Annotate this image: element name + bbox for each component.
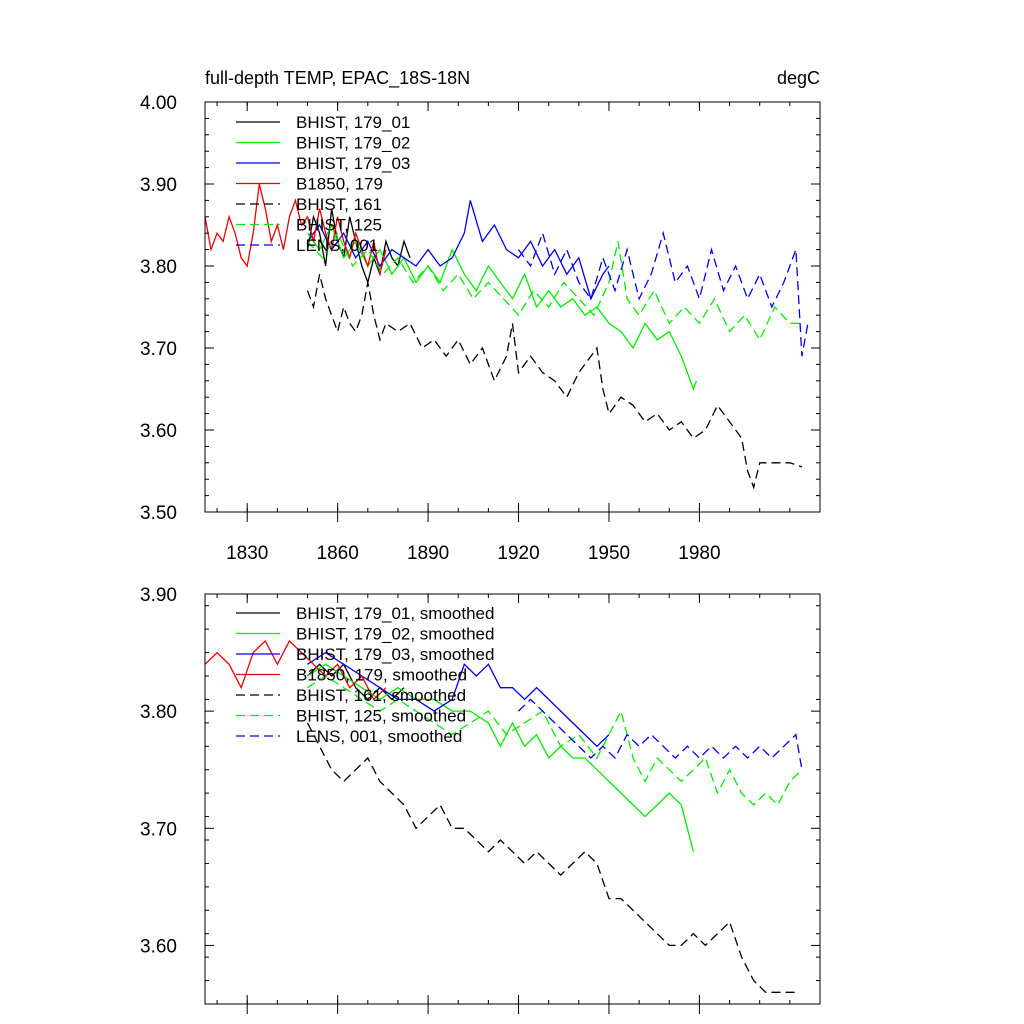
- legend-label: BHIST, 161, smoothed: [296, 686, 466, 705]
- x-tick-label: 1890: [407, 543, 449, 564]
- series-line-1-6: [518, 698, 803, 770]
- legend-label: B1850, 179, smoothed: [296, 666, 467, 685]
- top-plot-area: 3.50 3.60 3.70 3.80 3.90 4.00 1830 1860 1890 1920…: [140, 93, 821, 564]
- series-line-0-3: [205, 183, 387, 275]
- y-tick-label: 3.60: [140, 936, 177, 957]
- legend-label: BHIST, 179_02, smoothed: [296, 625, 494, 644]
- y-tick-label: 3.50: [140, 503, 177, 524]
- series-line-0-4: [306, 274, 803, 490]
- top-units: degC: [777, 68, 820, 88]
- top-panel: full-depth TEMP, EPAC_18S-18N degC 3.503…: [140, 68, 821, 564]
- legend-label: BHIST, 179_03: [296, 154, 410, 173]
- legend-label: BHIST, 179_02: [296, 134, 410, 153]
- series-line-1-3: [205, 639, 387, 701]
- x-tick-label: 1920: [497, 543, 539, 564]
- legend-label: LENS, 001: [296, 236, 378, 255]
- y-tick-label: 3.90: [140, 175, 177, 196]
- bottom-legend: BHIST, 179_01, smoothed BHIST, 179_02, sm…: [236, 604, 494, 746]
- x-tick-label: 1860: [317, 543, 359, 564]
- series-line-0-2: [306, 200, 610, 301]
- series-line-1-4: [306, 722, 796, 993]
- x-tick-label: 1830: [226, 543, 268, 564]
- legend-label: B1850, 179: [296, 175, 383, 194]
- legend-label: BHIST, 161: [296, 195, 382, 214]
- x-tick-label: 1950: [588, 543, 630, 564]
- series-line-0-5: [307, 231, 802, 342]
- y-tick-label: 3.70: [140, 339, 177, 360]
- legend-label: BHIST, 179_03, smoothed: [296, 645, 494, 664]
- plot-frame: [204, 101, 821, 513]
- y-tick-label: 3.80: [140, 702, 177, 723]
- top-title: full-depth TEMP, EPAC_18S-18N: [205, 68, 470, 89]
- legend-label: BHIST, 179_01: [296, 113, 410, 132]
- x-tick-label: 1980: [678, 543, 720, 564]
- legend-label: LENS, 001, smoothed: [296, 727, 462, 746]
- series-line-1-2: [307, 651, 610, 748]
- y-tick-label: 3.60: [140, 421, 177, 442]
- series-line-0-6: [517, 230, 809, 357]
- plot-frame: [204, 593, 821, 1005]
- bottom-panel: 3.60 3.70 3.80 3.90 BHIST, 179_01, smoothed…: [140, 585, 821, 1014]
- series-line-1-0: [307, 663, 405, 701]
- y-tick-label: 3.90: [140, 585, 177, 606]
- y-tick-label: 3.80: [140, 257, 177, 278]
- legend-label: BHIST, 179_01, smoothed: [296, 604, 494, 623]
- y-tick-label: 3.70: [140, 819, 177, 840]
- y-tick-label: 4.00: [140, 93, 177, 114]
- legend-label: BHIST, 125, smoothed: [296, 707, 466, 726]
- bottom-plot-area: 3.60 3.70 3.80 3.90: [140, 585, 821, 1014]
- legend-label: BHIST, 125: [296, 216, 382, 235]
- series-line-0-1: [306, 223, 698, 391]
